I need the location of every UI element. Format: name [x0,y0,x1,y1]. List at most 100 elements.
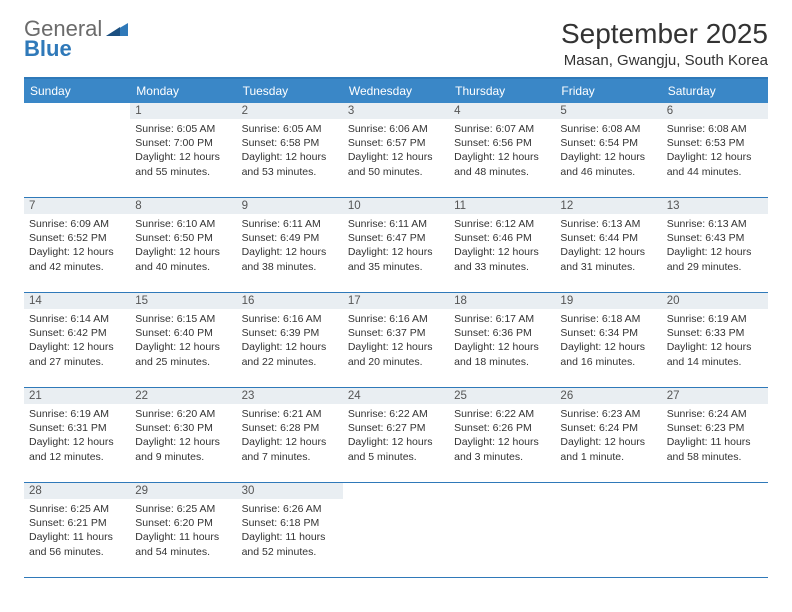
sunset-label: Sunset: 6:30 PM [135,421,231,435]
sunrise-label: Sunrise: 6:08 AM [667,122,763,136]
sunset-label: Sunset: 6:26 PM [454,421,550,435]
day-number: 30 [237,483,343,499]
day-number: 11 [449,198,555,214]
day-number: 9 [237,198,343,214]
sunset-label: Sunset: 6:42 PM [29,326,125,340]
sunset-label: Sunset: 6:49 PM [242,231,338,245]
daylight-label: Daylight: 12 hours and 12 minutes. [29,435,125,463]
sunrise-label: Sunrise: 6:11 AM [242,217,338,231]
day-cell: Sunrise: 6:25 AMSunset: 6:20 PMDaylight:… [130,499,236,577]
day-number [662,483,768,499]
daylight-label: Daylight: 12 hours and 44 minutes. [667,150,763,178]
sunset-label: Sunset: 6:20 PM [135,516,231,530]
sunset-label: Sunset: 6:34 PM [560,326,656,340]
brand-text: General Blue [24,18,102,60]
day-cell: Sunrise: 6:14 AMSunset: 6:42 PMDaylight:… [24,309,130,387]
day-cell: Sunrise: 6:17 AMSunset: 6:36 PMDaylight:… [449,309,555,387]
day-cell: Sunrise: 6:16 AMSunset: 6:37 PMDaylight:… [343,309,449,387]
day-number: 1 [130,103,236,119]
daylight-label: Daylight: 12 hours and 38 minutes. [242,245,338,273]
daynum-row: 21222324252627 [24,388,768,404]
daynum-row: 78910111213 [24,198,768,214]
day-cell: Sunrise: 6:11 AMSunset: 6:49 PMDaylight:… [237,214,343,292]
day-cell: Sunrise: 6:05 AMSunset: 6:58 PMDaylight:… [237,119,343,197]
day-cell: Sunrise: 6:19 AMSunset: 6:31 PMDaylight:… [24,404,130,482]
day-number: 3 [343,103,449,119]
day-number: 23 [237,388,343,404]
day-cell: Sunrise: 6:22 AMSunset: 6:26 PMDaylight:… [449,404,555,482]
sunrise-label: Sunrise: 6:15 AM [135,312,231,326]
sunrise-label: Sunrise: 6:19 AM [29,407,125,421]
day-number [449,483,555,499]
daylight-label: Daylight: 11 hours and 54 minutes. [135,530,231,558]
weekday-header-cell: Tuesday [237,79,343,103]
brand-logo: General Blue [24,18,128,60]
sunrise-label: Sunrise: 6:14 AM [29,312,125,326]
day-number: 19 [555,293,661,309]
day-number: 4 [449,103,555,119]
week-row: Sunrise: 6:09 AMSunset: 6:52 PMDaylight:… [24,214,768,293]
day-cell: Sunrise: 6:20 AMSunset: 6:30 PMDaylight:… [130,404,236,482]
day-cell: Sunrise: 6:06 AMSunset: 6:57 PMDaylight:… [343,119,449,197]
sunset-label: Sunset: 6:37 PM [348,326,444,340]
day-cell: Sunrise: 6:09 AMSunset: 6:52 PMDaylight:… [24,214,130,292]
sunset-label: Sunset: 6:58 PM [242,136,338,150]
daylight-label: Daylight: 12 hours and 53 minutes. [242,150,338,178]
day-cell: Sunrise: 6:10 AMSunset: 6:50 PMDaylight:… [130,214,236,292]
sunrise-label: Sunrise: 6:09 AM [29,217,125,231]
sunset-label: Sunset: 6:57 PM [348,136,444,150]
sunset-label: Sunset: 6:21 PM [29,516,125,530]
daynum-row: 123456 [24,103,768,119]
weekday-header-row: SundayMondayTuesdayWednesdayThursdayFrid… [24,79,768,103]
day-number: 28 [24,483,130,499]
day-cell: Sunrise: 6:15 AMSunset: 6:40 PMDaylight:… [130,309,236,387]
daylight-label: Daylight: 12 hours and 48 minutes. [454,150,550,178]
sunrise-label: Sunrise: 6:22 AM [348,407,444,421]
day-cell: Sunrise: 6:22 AMSunset: 6:27 PMDaylight:… [343,404,449,482]
day-cell: Sunrise: 6:12 AMSunset: 6:46 PMDaylight:… [449,214,555,292]
day-cell: Sunrise: 6:08 AMSunset: 6:53 PMDaylight:… [662,119,768,197]
page-title: September 2025 [561,18,768,50]
sunset-label: Sunset: 6:36 PM [454,326,550,340]
sunset-label: Sunset: 6:23 PM [667,421,763,435]
daylight-label: Daylight: 12 hours and 55 minutes. [135,150,231,178]
daylight-label: Daylight: 11 hours and 58 minutes. [667,435,763,463]
sunrise-label: Sunrise: 6:12 AM [454,217,550,231]
weekday-header-cell: Monday [130,79,236,103]
daylight-label: Daylight: 12 hours and 33 minutes. [454,245,550,273]
daylight-label: Daylight: 12 hours and 22 minutes. [242,340,338,368]
day-cell [662,499,768,577]
daylight-label: Daylight: 12 hours and 31 minutes. [560,245,656,273]
day-number [555,483,661,499]
sunrise-label: Sunrise: 6:20 AM [135,407,231,421]
daylight-label: Daylight: 12 hours and 14 minutes. [667,340,763,368]
daylight-label: Daylight: 12 hours and 9 minutes. [135,435,231,463]
day-number: 10 [343,198,449,214]
day-cell [555,499,661,577]
week-row: Sunrise: 6:25 AMSunset: 6:21 PMDaylight:… [24,499,768,578]
weekday-header-cell: Sunday [24,79,130,103]
sunrise-label: Sunrise: 6:05 AM [242,122,338,136]
daylight-label: Daylight: 12 hours and 27 minutes. [29,340,125,368]
sunrise-label: Sunrise: 6:08 AM [560,122,656,136]
day-number: 21 [24,388,130,404]
day-cell: Sunrise: 6:05 AMSunset: 7:00 PMDaylight:… [130,119,236,197]
day-number: 29 [130,483,236,499]
day-number: 2 [237,103,343,119]
day-cell: Sunrise: 6:11 AMSunset: 6:47 PMDaylight:… [343,214,449,292]
sunrise-label: Sunrise: 6:11 AM [348,217,444,231]
day-cell [343,499,449,577]
sunrise-label: Sunrise: 6:16 AM [348,312,444,326]
sunrise-label: Sunrise: 6:16 AM [242,312,338,326]
location-label: Masan, Gwangju, South Korea [561,52,768,69]
day-number: 24 [343,388,449,404]
sunrise-label: Sunrise: 6:25 AM [135,502,231,516]
weekday-header-cell: Friday [555,79,661,103]
day-number: 22 [130,388,236,404]
sunrise-label: Sunrise: 6:13 AM [667,217,763,231]
sunrise-label: Sunrise: 6:19 AM [667,312,763,326]
daylight-label: Daylight: 12 hours and 35 minutes. [348,245,444,273]
sunrise-label: Sunrise: 6:13 AM [560,217,656,231]
sunset-label: Sunset: 6:18 PM [242,516,338,530]
sunrise-label: Sunrise: 6:25 AM [29,502,125,516]
